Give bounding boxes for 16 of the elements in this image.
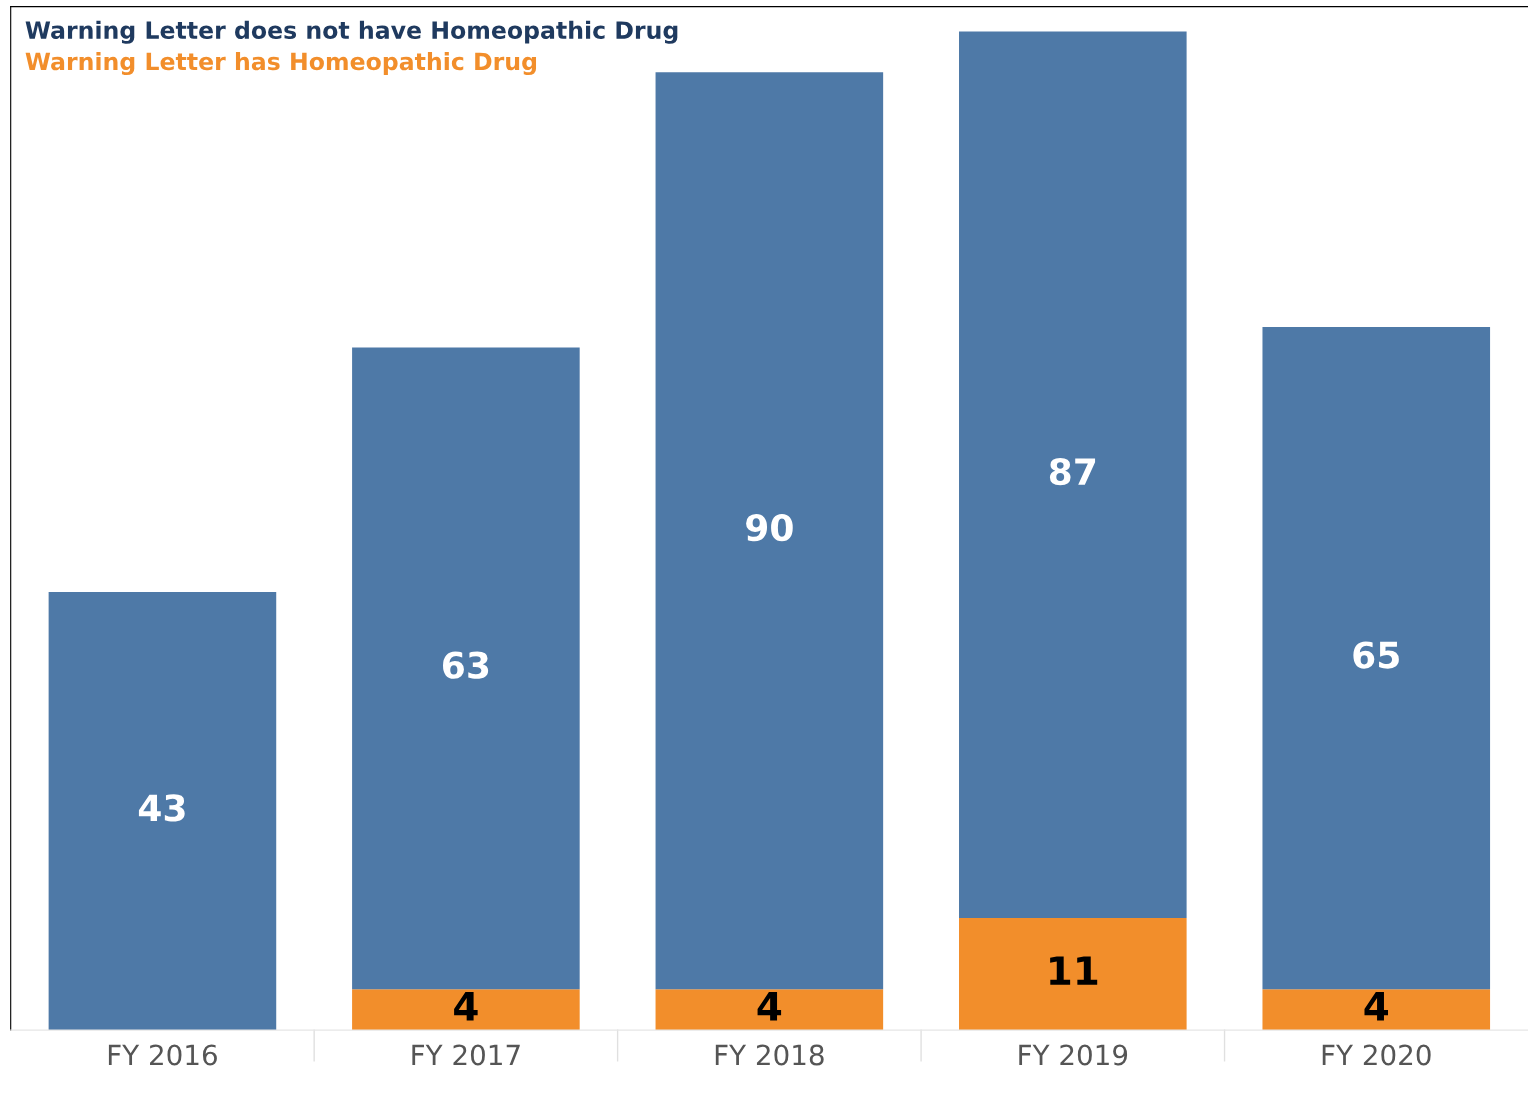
data-label: 4 [1364,992,1389,1021]
series-label: Warning Letter does not have Homeopathic Drug [25,20,678,44]
text: Warning Letter has Homeopathic Drug [25,52,537,76]
data-label: 4 [454,992,478,1021]
data-label: 11 [1050,956,1098,985]
data-label: 65 [1353,641,1399,669]
x-tick-label: FY 2020 [1322,1044,1431,1066]
data-label: 90 [746,513,793,542]
data-label: 4 [757,992,782,1021]
x-tick-label: FY 2016 [108,1044,217,1066]
data-label: 43 [138,794,185,822]
x-tick-label: FY 2018 [715,1044,824,1066]
x-tick-label: FY 2019 [1019,1044,1128,1066]
data-label: 87 [1049,457,1096,486]
data-label: 63 [443,651,489,679]
x-tick-label: FY 2017 [412,1044,520,1066]
